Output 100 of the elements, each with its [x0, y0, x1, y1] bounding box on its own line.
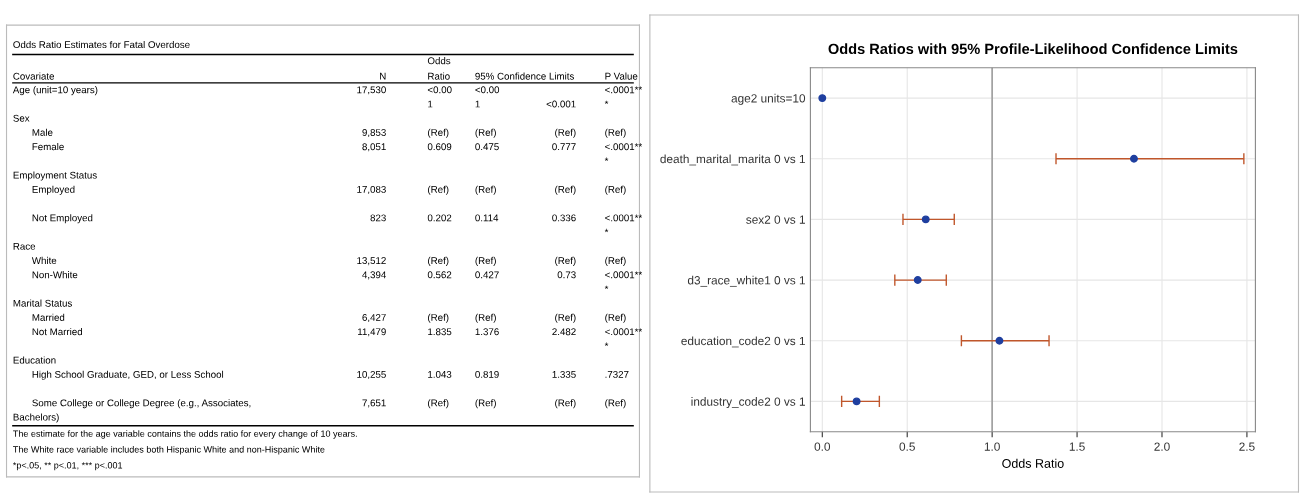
category-label: Odds Ratio	[427, 57, 451, 80]
text: Non-White	[32, 271, 78, 279]
chart-title: Odds Ratios with 95% Profile-Likelihood Confidence Limits	[828, 43, 1238, 55]
text: High School Graduate, GED, or Less School	[32, 370, 224, 380]
text: 7,651	[362, 399, 386, 408]
text: (Ref)	[475, 128, 496, 138]
text: (Ref)	[428, 313, 449, 323]
text: 1.043	[428, 370, 452, 378]
text: Employed	[32, 185, 75, 195]
text: (Ref)	[605, 256, 626, 266]
text: <.0001**	[605, 328, 643, 336]
text: <.0001**	[605, 214, 643, 222]
text: 0.819	[475, 370, 499, 378]
category-label: Covariate	[13, 72, 55, 80]
text: 4,394	[362, 271, 386, 280]
text: <0.001	[546, 100, 576, 108]
x-tick-label: 1.5	[1069, 442, 1085, 451]
text: Education	[13, 356, 56, 364]
text: (Ref)	[605, 399, 626, 409]
category-label: N	[380, 72, 386, 80]
text: <.0001**	[605, 86, 643, 94]
y-tick-label: death_marital_marita 0 vs 1	[660, 154, 805, 166]
text: 6,427	[362, 314, 386, 323]
text: Female	[32, 143, 64, 151]
text: (Ref)	[555, 185, 576, 195]
text: 0.777	[552, 143, 576, 151]
text: Not Married	[32, 328, 82, 336]
text: Some College or College Degree (e.g., Associates,	[32, 399, 251, 409]
text: (Ref)	[605, 128, 626, 138]
text: 0.562	[427, 271, 452, 279]
text: *	[604, 100, 609, 105]
y-tick-label: age2 units=10	[731, 93, 806, 105]
y-tick-label: industry_code2 0 vs 1	[691, 397, 805, 409]
text: (Ref)	[555, 256, 576, 266]
text: Sex	[13, 114, 30, 122]
text: <.0001**	[605, 143, 643, 151]
text: *	[604, 228, 609, 233]
point	[921, 215, 930, 224]
text: 10,255	[357, 370, 386, 379]
text: Age (unit=10 years)	[12, 86, 98, 96]
text: (Ref)	[428, 256, 449, 266]
text: 1	[428, 100, 433, 108]
text: *	[604, 342, 609, 347]
text: <0.00	[475, 86, 500, 94]
point	[818, 94, 827, 103]
text: 0.73	[557, 271, 576, 279]
x-tick-label: 1.0	[984, 442, 1000, 451]
point	[852, 397, 861, 406]
text: 0.427	[475, 271, 499, 279]
x-tick-label: 2.5	[1239, 442, 1255, 451]
text: (Ref)	[428, 185, 449, 195]
point	[913, 276, 922, 285]
text: Employment Status	[13, 171, 97, 181]
text: Race	[13, 242, 36, 250]
text: (Ref)	[605, 313, 626, 323]
point	[1130, 154, 1138, 163]
y-tick-label: d3_race_white1 0 vs 1	[687, 275, 805, 287]
text: (Ref)	[475, 399, 496, 409]
text: The estimate for the age variable contains the odds ratio for every change of 10 years.	[13, 430, 357, 439]
text: 0.336	[552, 214, 576, 222]
text: *	[604, 157, 609, 162]
text: White	[31, 256, 57, 264]
text: (Ref)	[475, 185, 496, 195]
text: 2.482	[552, 328, 576, 336]
category-label: 95% Confidence Limits	[475, 72, 574, 80]
text: 11,479	[358, 328, 386, 337]
text: <0.00	[427, 86, 452, 94]
text: (Ref)	[475, 256, 496, 266]
text: 0.114	[475, 214, 499, 222]
text: 1.835	[428, 328, 452, 336]
text: 1.376	[475, 328, 499, 336]
text: (Ref)	[555, 313, 576, 323]
text: 0.609	[427, 143, 452, 151]
text: *	[604, 285, 609, 290]
text: .7327	[605, 370, 629, 378]
text: Odds Ratio Estimates for Fatal Overdose	[13, 40, 190, 49]
text: Male	[32, 128, 53, 136]
x-tick-label: 2.0	[1154, 442, 1170, 451]
text: 8,051	[362, 143, 386, 152]
text: Bachelors)	[13, 413, 59, 423]
text: 0.202	[427, 214, 452, 222]
point	[995, 336, 1004, 345]
text: (Ref)	[555, 128, 576, 138]
text: (Ref)	[428, 128, 449, 138]
text: 1.335	[552, 370, 576, 378]
y-tick-label: sex2 0 vs 1	[746, 215, 805, 224]
text: Marital Status	[13, 299, 72, 307]
x-tick-label: 0.0	[814, 442, 831, 451]
text: 17,530	[357, 86, 386, 95]
text: (Ref)	[428, 399, 449, 409]
text: 0.475	[475, 143, 499, 151]
text: (Ref)	[605, 185, 626, 195]
text: (Ref)	[475, 313, 496, 323]
text: (Ref)	[555, 399, 576, 409]
x-axis-title: Odds Ratio	[1002, 458, 1064, 468]
text: The White race variable includes both Hispanic White and non-Hispanic White	[13, 446, 325, 455]
x-tick-label: 0.5	[899, 442, 915, 451]
y-tick-label: education_code2 0 vs 1	[681, 336, 805, 348]
text: Married	[32, 313, 65, 321]
text: <.0001**	[605, 271, 643, 279]
